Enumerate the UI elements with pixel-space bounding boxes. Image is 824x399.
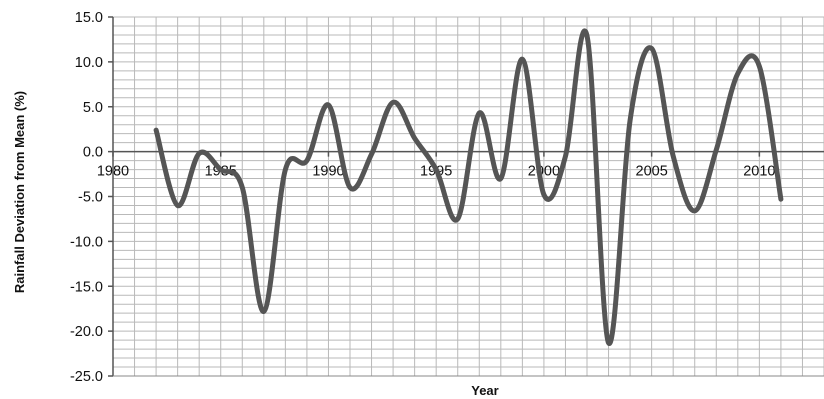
y-tick-label: 10.0 xyxy=(75,55,103,71)
data-point xyxy=(369,152,374,157)
data-point xyxy=(541,192,546,197)
data-point xyxy=(606,340,611,345)
data-point xyxy=(628,118,633,123)
x-tick-label: 2010 xyxy=(743,164,775,180)
data-point xyxy=(218,167,223,172)
data-point xyxy=(520,57,525,62)
grid-lines xyxy=(112,16,824,377)
x-tick-label: 1980 xyxy=(97,164,129,180)
data-point xyxy=(261,309,266,314)
data-point xyxy=(434,167,439,172)
y-tick-label: 5.0 xyxy=(83,100,103,116)
y-tick-label: 0.0 xyxy=(83,145,103,161)
data-point xyxy=(240,185,245,190)
data-point xyxy=(585,33,590,38)
x-axis-label: Year xyxy=(471,383,498,398)
x-tick-label: 2000 xyxy=(528,164,560,180)
data-point xyxy=(326,102,331,107)
y-tick-label: -5.0 xyxy=(78,190,103,206)
y-tick-label: 15.0 xyxy=(75,10,103,26)
rainfall-deviation-line xyxy=(153,28,784,346)
y-axis-label: Rainfall Deviation from Mean (%) xyxy=(12,91,27,293)
data-point xyxy=(197,151,202,156)
data-point xyxy=(735,71,740,76)
data-point xyxy=(757,64,762,69)
data-point xyxy=(714,147,719,152)
data-point xyxy=(649,46,654,51)
y-tick-label: -20.0 xyxy=(70,324,103,340)
data-point xyxy=(304,158,309,163)
y-tick-label: -25.0 xyxy=(70,369,103,385)
data-point xyxy=(477,111,482,116)
x-tick-label: 2005 xyxy=(636,164,668,180)
data-point xyxy=(154,128,159,133)
y-tick-labels: 15.0 10.0 5.0 0.0 -5.0 -10.0 -15.0 -20.0 -25.0 xyxy=(70,10,103,385)
y-tick-label: -15.0 xyxy=(70,279,103,295)
data-point xyxy=(348,185,353,190)
data-point xyxy=(692,208,697,213)
data-point xyxy=(778,197,783,202)
data-point xyxy=(455,216,460,221)
x-tick-label: 1990 xyxy=(312,164,344,180)
data-point xyxy=(283,167,288,172)
y-tick-label: -10.0 xyxy=(70,234,103,250)
data-point xyxy=(412,136,417,141)
data-point xyxy=(175,203,180,208)
data-point xyxy=(563,154,568,159)
data-point xyxy=(391,100,396,105)
data-point xyxy=(671,154,676,159)
data-point xyxy=(498,176,503,181)
